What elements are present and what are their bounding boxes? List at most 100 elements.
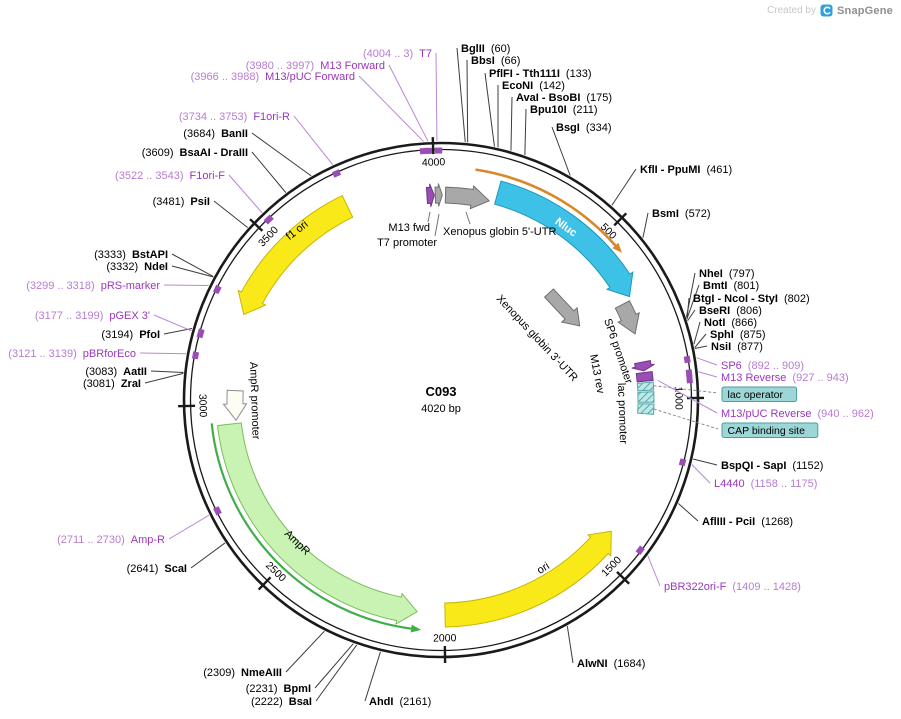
site-label-nsii: NsiI (877) <box>711 341 763 353</box>
site-label-lacop: lac operator <box>728 389 784 401</box>
site-label-scai: (2641) ScaI <box>127 563 187 575</box>
site-leader-bbsi <box>466 59 469 143</box>
feature-f1ori <box>237 194 354 316</box>
site-label-bmti: BmtI (801) <box>703 280 759 292</box>
feature-label-m13rev: M13 rev <box>587 353 606 395</box>
feature-label-lacprom: lac promoter <box>615 383 629 445</box>
feature-label-t7prom: T7 promoter <box>377 237 437 249</box>
site-label-bsaai: (3609) BsaAI - DraIII <box>142 147 248 159</box>
feature-sp6prom <box>631 360 655 372</box>
site-leader-noti <box>693 321 701 345</box>
feature-utr5 <box>444 184 491 210</box>
tick-label-2000: 2000 <box>433 632 457 644</box>
feature-utr3 <box>614 300 640 335</box>
site-label-bsgi: BsgI (334) <box>556 122 612 134</box>
site-label-m13pucrev: M13/pUC Reverse (940 .. 962) <box>721 408 874 420</box>
site-leader-m13pucfwd <box>358 75 424 142</box>
site-leader-bpu10i <box>524 108 527 155</box>
site-label-kfli: KflI - PpuMI (461) <box>640 164 732 176</box>
site-label-ndei: (3332) NdeI <box>106 261 168 273</box>
tick-label-4000: 4000 <box>422 156 446 169</box>
site-leader-m13rev_p <box>698 371 718 378</box>
site-label-pflfi: PflFI - Tth111I (133) <box>489 68 592 80</box>
site-label-nmeaiii: (2309) NmeAIII <box>203 667 282 679</box>
tick-3500 <box>249 218 264 232</box>
site-label-aatii: (3083) AatII <box>85 366 147 378</box>
site-label-banii: (3684) BanII <box>183 128 248 140</box>
primer-mark-m13fwd_p <box>425 147 433 154</box>
credit: Created by SnapGene <box>767 4 893 17</box>
site-leader-pgex3 <box>153 314 192 332</box>
site-leader-bsgi <box>551 126 571 176</box>
site-leader-pbr322orif <box>647 555 661 587</box>
site-label-bsai: (2222) BsaI <box>251 696 312 708</box>
feature-ori <box>444 530 612 628</box>
site-leader-nmeaiii <box>285 630 325 673</box>
primer-mark-m13rev_p <box>685 369 693 377</box>
glyph-leader-2 <box>427 211 431 223</box>
site-label-btgi: BtgI - NcoI - StyI (802) <box>693 293 810 305</box>
site-leader-sp6 <box>696 357 718 366</box>
snapgene-logo-icon <box>820 4 833 17</box>
site-leader-ampr_primer <box>168 514 210 540</box>
site-leader-l4440 <box>691 464 711 484</box>
site-label-l4440: L4440 (1158 .. 1175) <box>714 478 817 490</box>
credit-brand[interactable]: SnapGene <box>836 4 893 17</box>
site-label-sp6: SP6 (892 .. 909) <box>721 360 804 372</box>
site-label-bbsi: BbsI (66) <box>471 55 520 67</box>
feature-arrow-xenopus-globin-3utr <box>543 288 581 327</box>
credit-prefix: Created by <box>767 5 816 16</box>
site-leader-f1orir <box>293 115 334 166</box>
glyph-leader-1 <box>434 213 440 237</box>
site-label-t7: (4004 .. 3) T7 <box>363 48 432 60</box>
feature-label-m13fwd: M13 fwd <box>388 222 430 234</box>
primer-mark-ampr_primer <box>213 506 222 516</box>
site-leader-banii <box>251 132 312 177</box>
plasmid-backbone-outer <box>182 141 700 659</box>
primer-mark-t7 <box>434 147 443 154</box>
site-leader-bsmi <box>642 212 649 238</box>
primer-mark-m13pucrev <box>686 374 693 384</box>
primer-mark-f1orir <box>331 169 342 178</box>
site-label-econi: EcoNI (142) <box>502 80 565 92</box>
feature-cap_g <box>637 403 655 415</box>
feature-arrowhead-orange_arc <box>612 242 622 253</box>
site-leader-kfli <box>611 168 637 206</box>
plasmid-title: C093 <box>425 384 456 399</box>
feature-t7prom <box>434 183 443 207</box>
site-label-f1orir: (3734 .. 3753) F1ori-R <box>179 111 290 123</box>
glyph-leader-0 <box>465 211 471 225</box>
feature-lacprom <box>637 391 655 403</box>
primer-mark-pgex3 <box>196 328 205 339</box>
site-leader-aatii <box>150 370 184 374</box>
feature-label-box-cap <box>721 422 819 438</box>
site-leader-scai <box>190 542 226 569</box>
site-label-alwni: AlwNI (1684) <box>577 658 645 670</box>
site-label-bspqi: BspQI - SapI (1152) <box>721 460 823 472</box>
primer-mark-f1orif <box>263 214 274 225</box>
feature-ampr <box>216 422 418 625</box>
tick-500 <box>613 212 628 227</box>
site-leader-lacop <box>653 385 719 394</box>
site-leader-psii <box>213 200 249 228</box>
site-label-m13fwd_p: (3980 .. 3997) M13 Forward <box>246 60 385 72</box>
site-label-psii: (3481) PsiI <box>153 196 210 208</box>
site-label-ahdi: AhdI (2161) <box>369 696 431 708</box>
site-label-prsmarker: (3299 .. 3318) pRS-marker <box>26 280 160 292</box>
site-label-pbrforeco: (3121 .. 3139) pBRforEco <box>8 348 136 360</box>
site-leader-btgi <box>686 297 690 320</box>
site-leader-bmti <box>686 284 700 319</box>
feature-amprprom <box>222 389 248 422</box>
site-leader-cap <box>653 408 719 430</box>
feature-m13rev <box>635 370 654 383</box>
plasmid-size: 4020 bp <box>421 403 461 415</box>
site-label-nhei: NheI (797) <box>699 268 755 280</box>
feature-label-box-lacop <box>721 386 798 402</box>
feature-arc-orange_arc <box>475 168 617 247</box>
site-label-bpu10i: Bpu10I (211) <box>530 104 598 116</box>
tick-4000 <box>431 137 435 155</box>
tick-label-3000: 3000 <box>196 394 209 418</box>
site-label-bpmi: (2231) BpmI <box>246 683 311 695</box>
site-leader-bseri <box>687 309 696 322</box>
